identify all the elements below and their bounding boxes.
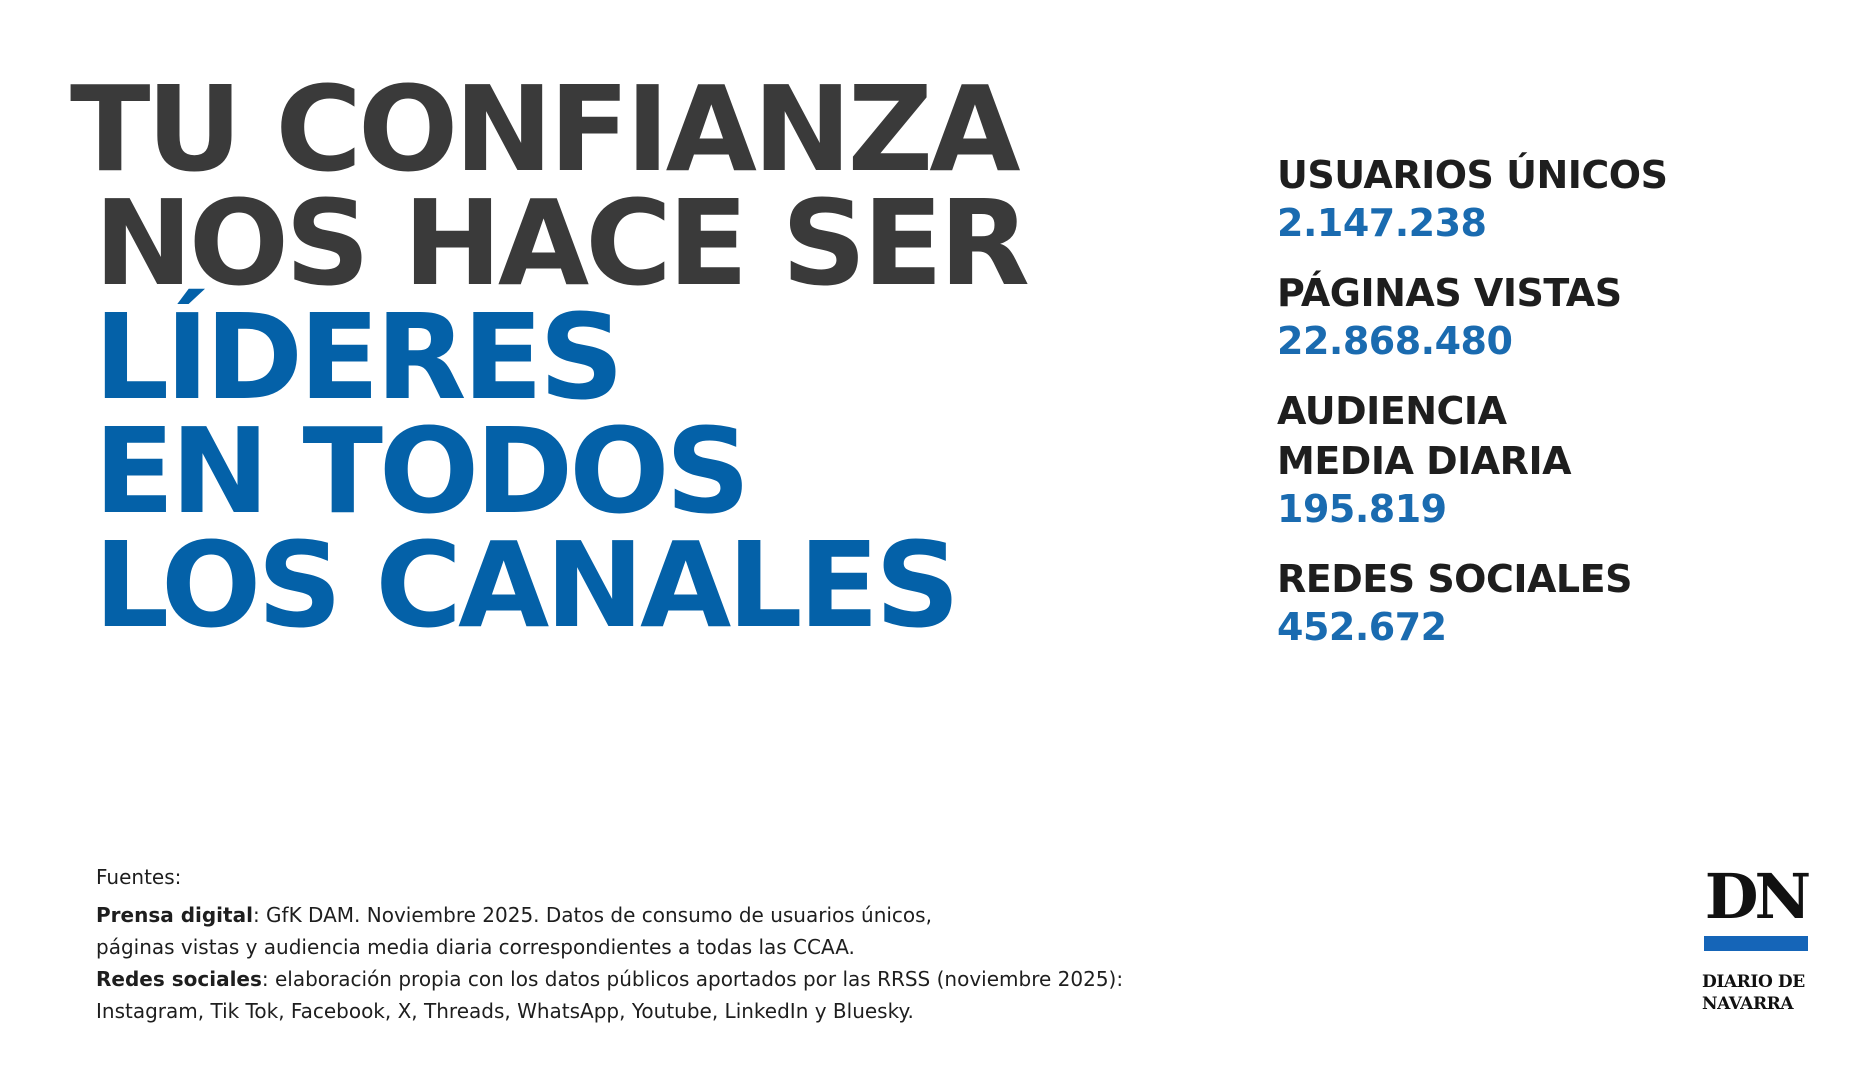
- sources-footnote: Fuentes: Prensa digital: GfK DAM. Noviem…: [96, 862, 1196, 1028]
- stat-value: 195.819: [1277, 487, 1447, 531]
- stat-page-views: PÁGINAS VISTAS 22.868.480: [1277, 268, 1747, 364]
- headline-line-5: LOS CANALES: [94, 516, 960, 654]
- stats-panel: USUARIOS ÚNICOS 2.147.238 PÁGINAS VISTAS…: [1277, 150, 1747, 672]
- stat-label: USUARIOS ÚNICOS: [1277, 153, 1668, 197]
- sources-digital-text-2: páginas vistas y audiencia media diaria …: [96, 935, 855, 959]
- stat-value: 2.147.238: [1277, 201, 1487, 245]
- sources-social-text: : elaboración propia con los datos públi…: [261, 967, 1124, 991]
- stat-label: REDES SOCIALES: [1277, 557, 1632, 601]
- sources-digital-label: Prensa digital: [96, 903, 253, 927]
- logo-mark: DN: [1704, 860, 1811, 933]
- sources-social-label: Redes sociales: [96, 967, 262, 991]
- stat-value: 22.868.480: [1277, 319, 1513, 363]
- stat-value: 452.672: [1277, 605, 1447, 649]
- stat-unique-users: USUARIOS ÚNICOS 2.147.238: [1277, 150, 1747, 246]
- logo-bar: [1704, 936, 1808, 951]
- diario-de-navarra-logo: DN DIARIO DE NAVARRA: [1702, 860, 1811, 1015]
- headline: TU CONFIANZA NOS HACE SER LÍDERES EN TOD…: [70, 70, 1030, 654]
- headline-line-1: TU CONFIANZA: [70, 60, 1021, 198]
- headline-line-4: EN TODOS: [94, 402, 750, 540]
- stat-label: PÁGINAS VISTAS: [1277, 271, 1622, 315]
- stat-label: AUDIENCIA MEDIA DIARIA: [1277, 389, 1572, 483]
- sources-social-text-2: Instagram, Tik Tok, Facebook, X, Threads…: [96, 999, 914, 1023]
- stat-daily-audience: AUDIENCIA MEDIA DIARIA 195.819: [1277, 386, 1747, 532]
- sources-title: Fuentes:: [96, 865, 182, 889]
- stat-social-networks: REDES SOCIALES 452.672: [1277, 554, 1747, 650]
- sources-social: Redes sociales: elaboración propia con l…: [96, 964, 1196, 1026]
- sources-digital: Prensa digital: GfK DAM. Noviembre 2025.…: [96, 900, 1196, 962]
- logo-text: DIARIO DE NAVARRA: [1702, 972, 1805, 1014]
- headline-line-3: LÍDERES: [94, 288, 624, 426]
- headline-line-2: NOS HACE SER: [94, 174, 1030, 312]
- sources-digital-text: : GfK DAM. Noviembre 2025. Datos de cons…: [252, 903, 932, 927]
